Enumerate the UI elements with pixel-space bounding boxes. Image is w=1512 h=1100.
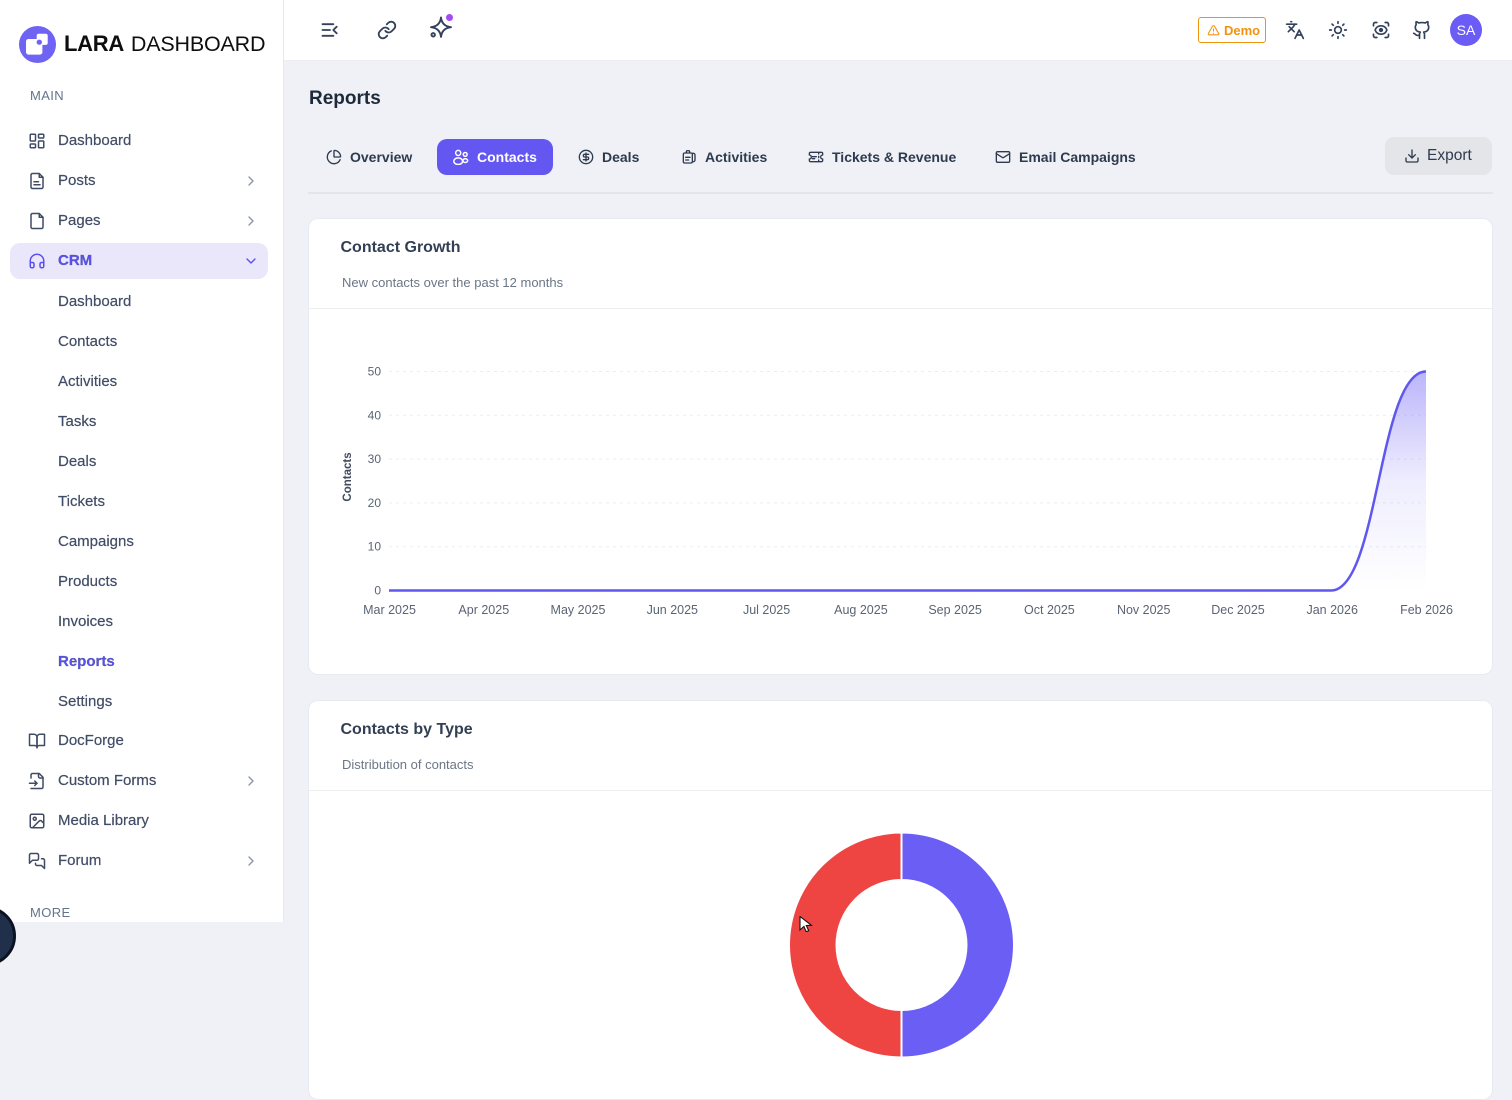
svg-text:Sep 2025: Sep 2025 — [928, 603, 982, 617]
svg-text:Feb 2026: Feb 2026 — [1400, 603, 1453, 617]
svg-text:30: 30 — [368, 452, 382, 466]
svg-text:Jun 2025: Jun 2025 — [647, 603, 698, 617]
svg-text:10: 10 — [368, 540, 382, 554]
svg-text:Aug 2025: Aug 2025 — [834, 603, 888, 617]
svg-text:Jul 2025: Jul 2025 — [743, 603, 790, 617]
svg-text:Jan 2026: Jan 2026 — [1306, 603, 1357, 617]
svg-text:Mar 2025: Mar 2025 — [363, 603, 416, 617]
svg-text:May 2025: May 2025 — [551, 603, 606, 617]
svg-text:0: 0 — [374, 584, 381, 598]
svg-text:20: 20 — [368, 496, 382, 510]
svg-text:Dec 2025: Dec 2025 — [1211, 603, 1265, 617]
svg-text:Nov 2025: Nov 2025 — [1117, 603, 1171, 617]
svg-text:Contacts: Contacts — [342, 452, 354, 501]
svg-text:Apr 2025: Apr 2025 — [458, 603, 509, 617]
svg-text:Oct 2025: Oct 2025 — [1024, 603, 1075, 617]
svg-text:40: 40 — [368, 408, 382, 422]
svg-text:50: 50 — [368, 365, 382, 379]
